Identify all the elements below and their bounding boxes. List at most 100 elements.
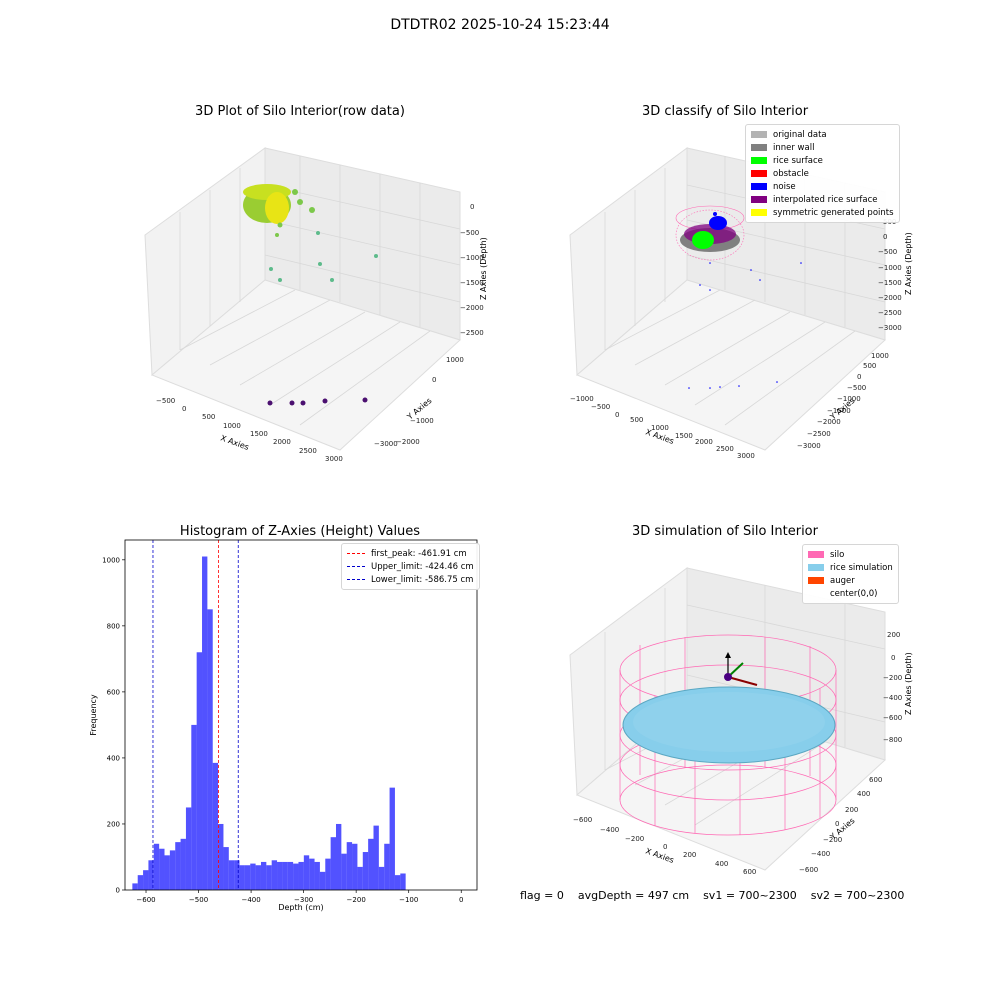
simulation-xtick: 600 [743, 868, 756, 876]
simulation-ztick: −800 [883, 736, 902, 744]
histogram-bar [202, 556, 208, 890]
simulation-ztick: −400 [883, 694, 902, 702]
histogram-bar [277, 861, 283, 890]
simulation-ytick: −400 [811, 850, 830, 858]
histogram-bar [378, 866, 385, 890]
histogram-chart: −600 −500 −400 −300 −200 −100 0 0 200 400 600 800 1… [89, 539, 478, 912]
legend-label: Upper_limit: -424.46 cm [371, 561, 474, 572]
classify-ytick: 1000 [871, 352, 889, 360]
simulation-plot-title: 3D simulation of Silo Interior [632, 524, 818, 539]
legend-label: silo [830, 549, 845, 560]
legend-label: obstacle [773, 168, 809, 179]
classify-plot-title: 3D classify of Silo Interior [641, 104, 809, 119]
legend-swatch [808, 590, 824, 597]
histogram-bar [266, 865, 272, 890]
legend-line [347, 566, 365, 567]
histogram-bar [212, 762, 219, 890]
simulation-xtick: 0 [663, 843, 667, 851]
raw-ztick: −500 [460, 229, 479, 237]
raw-ytick: −3000 [374, 440, 398, 448]
legend-item: Upper_limit: -424.46 cm [347, 560, 474, 573]
legend-label: noise [773, 181, 796, 192]
histogram-bar [234, 860, 240, 890]
histogram-xtick-label: −600 [136, 896, 155, 904]
legend-label: original data [773, 129, 827, 140]
histogram-ytick-label: 200 [107, 820, 120, 828]
sv2-text: sv2 = 700~2300 [810, 889, 905, 902]
histogram-bar [207, 609, 213, 890]
classify-ytick: 500 [863, 362, 876, 370]
legend-item: auger [808, 574, 893, 587]
simulation-xtick: 200 [683, 851, 696, 859]
histogram-bar [250, 863, 256, 890]
figure-title: DTDTR02 2025-10-24 15:23:44 [390, 17, 610, 33]
classify-legend: original data inner wall rice surface ob… [745, 124, 900, 223]
histogram-bar [287, 861, 294, 890]
classify-ytick: −500 [847, 384, 866, 392]
histogram-bar [314, 861, 320, 890]
legend-item: interpolated rice surface [751, 193, 894, 206]
raw-ztick: −2000 [460, 304, 484, 312]
raw-ztick: 0 [470, 203, 474, 211]
legend-swatch [751, 144, 767, 151]
legend-swatch [808, 564, 824, 571]
legend-line [347, 579, 365, 580]
raw-plot-title: 3D Plot of Silo Interior(row data) [195, 104, 405, 119]
legend-line [347, 553, 365, 554]
legend-label: first_peak: -461.91 cm [371, 548, 467, 559]
legend-item: symmetric generated points [751, 206, 894, 219]
classify-xtick: 2000 [695, 438, 713, 446]
simulation-3d-plot: −600 −400 −200 0 200 400 600 600 400 200… [569, 567, 913, 876]
legend-swatch [751, 157, 767, 164]
legend-label: auger [830, 575, 855, 586]
raw-xtick: 0 [182, 405, 186, 413]
histogram-xtick-label: −500 [189, 896, 208, 904]
histogram-bar [164, 855, 170, 890]
legend-swatch [808, 551, 824, 558]
classify-xtick: 3000 [737, 452, 755, 460]
sv1-text: sv1 = 700~2300 [703, 889, 797, 902]
histogram-ytick-label: 0 [116, 887, 120, 895]
legend-item: obstacle [751, 167, 894, 180]
histogram-bar [175, 842, 181, 890]
histogram-bar [400, 873, 406, 890]
raw-xtick: 2000 [273, 438, 291, 446]
simulation-legend: silo rice simulation auger center(0,0) [802, 544, 899, 604]
simulation-ytick: −200 [823, 836, 842, 844]
classify-ztick: −1500 [878, 279, 902, 287]
legend-item: rice simulation [808, 561, 893, 574]
histogram-bar [255, 865, 261, 890]
simulation-ztick: 0 [891, 654, 895, 662]
legend-item: inner wall [751, 141, 894, 154]
status-footer: flag = 0 avgDepth = 497 cm sv1 = 700~2300 s… [520, 889, 918, 902]
legend-label: center(0,0) [830, 588, 878, 599]
histogram-bar [394, 875, 401, 890]
legend-item: noise [751, 180, 894, 193]
simulation-xtick: 400 [715, 860, 728, 868]
histogram-legend: first_peak: -461.91 cm Upper_limit: -424… [341, 543, 480, 590]
histogram-bar [260, 861, 267, 890]
legend-swatch [751, 196, 767, 203]
classify-ztick: −2500 [878, 309, 902, 317]
raw-ztick: −1000 [460, 254, 484, 262]
flag-text: flag = 0 [520, 889, 564, 902]
histogram-xtick-label: −100 [399, 896, 418, 904]
legend-item: center(0,0) [808, 587, 893, 600]
classify-ytick: −1000 [837, 395, 861, 403]
avg-depth-text: avgDepth = 497 cm [577, 889, 690, 902]
classify-ztick: −500 [878, 248, 897, 256]
simulation-xtick: −600 [573, 816, 592, 824]
classify-ytick: 0 [857, 373, 861, 381]
simulation-xtick: −200 [625, 835, 644, 843]
classify-xtick: −1000 [570, 395, 594, 403]
legend-label: inner wall [773, 142, 815, 153]
histogram-bar [228, 860, 235, 890]
histogram-title: Histogram of Z-Axies (Height) Values [179, 524, 421, 539]
histogram-bar [384, 843, 390, 890]
legend-swatch [751, 170, 767, 177]
legend-swatch [751, 209, 767, 216]
simulation-ytick: 0 [835, 820, 839, 828]
classify-ztick: −1000 [878, 264, 902, 272]
histogram-bar [293, 863, 299, 890]
histogram-bar [185, 807, 192, 890]
